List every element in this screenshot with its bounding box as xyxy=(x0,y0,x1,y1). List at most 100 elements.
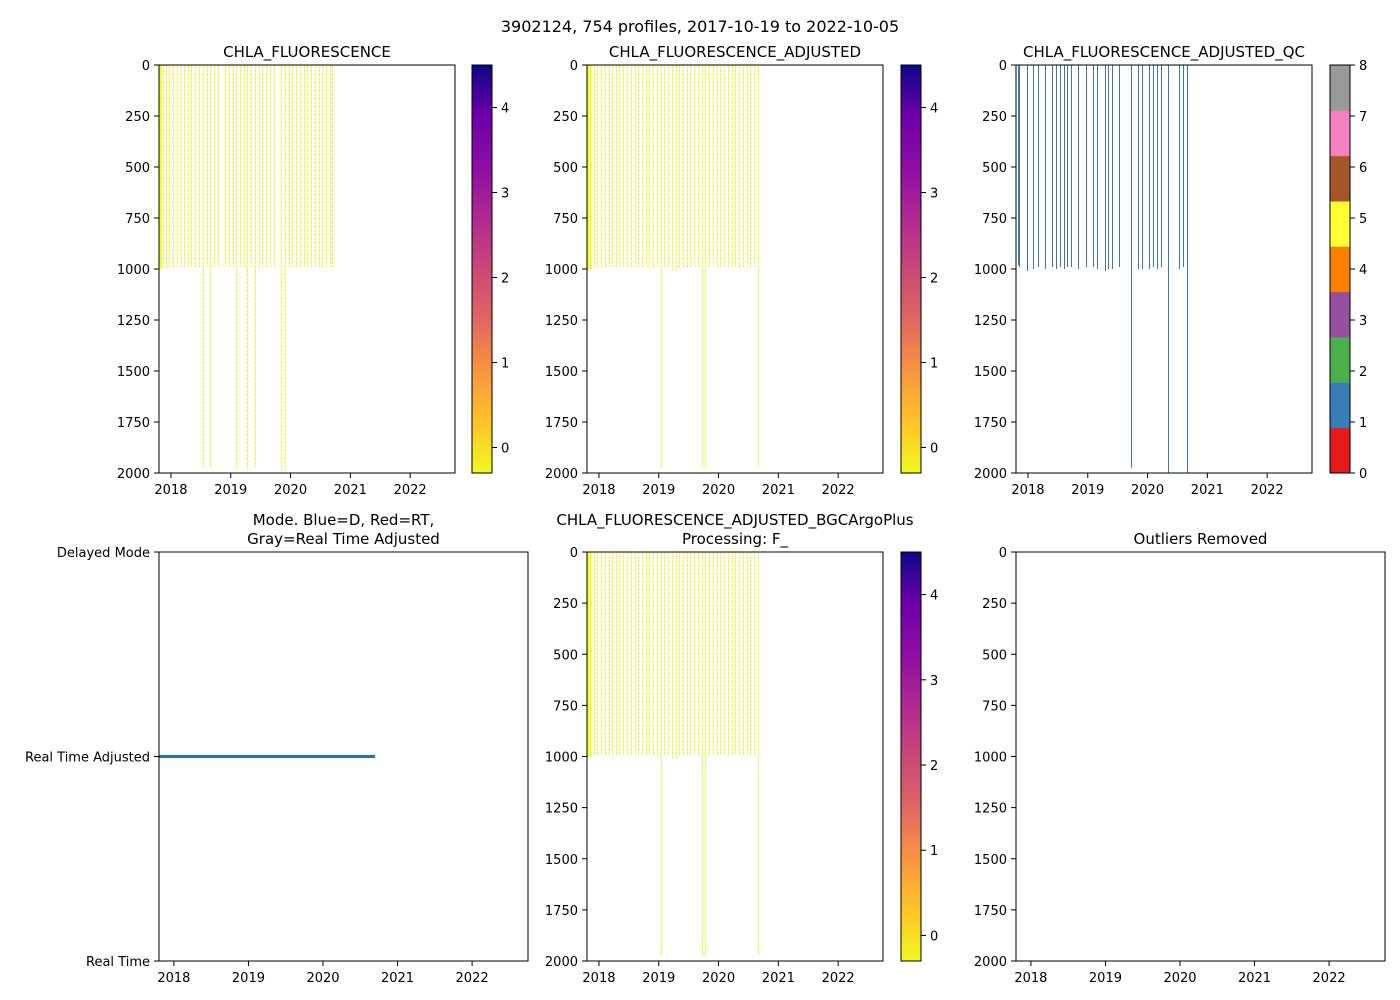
p4-ytick-label: Real Time xyxy=(86,955,150,970)
p5-data-band xyxy=(587,552,592,757)
p6-xtick-label: 2021 xyxy=(1238,971,1271,986)
p6-ytick-label: 1000 xyxy=(974,751,1007,766)
p3-xtick-label: 2019 xyxy=(1071,483,1104,498)
p3-ytick-label: 1250 xyxy=(974,314,1007,329)
p5-ytick-label: 0 xyxy=(570,546,578,561)
p2-title: CHLA_FLUORESCENCE_ADJUSTED xyxy=(609,43,861,62)
p1-xtick-label: 2018 xyxy=(154,483,187,498)
p3-ytick-label: 250 xyxy=(982,110,1007,125)
p4-ytick-label: Real Time Adjusted xyxy=(25,751,150,766)
p3-ytick-label: 500 xyxy=(982,161,1007,176)
p3-ytick-label: 1750 xyxy=(974,416,1007,431)
p5-colorbar-tick-label: 2 xyxy=(930,759,938,774)
p3-colorbar-segment xyxy=(1330,65,1350,111)
p3-colorbar-segment xyxy=(1330,246,1350,293)
p4-xtick-label: 2021 xyxy=(381,971,414,986)
p6-ytick-label: 250 xyxy=(982,597,1007,612)
p2-colorbar-gradient xyxy=(901,65,921,473)
p1-xtick-label: 2022 xyxy=(394,483,427,498)
p3-colorbar-tick-label: 4 xyxy=(1359,263,1367,278)
p2-colorbar-tick-label: 0 xyxy=(930,442,938,457)
p2-ytick-label: 1500 xyxy=(545,365,578,380)
p5-xtick-label: 2022 xyxy=(822,971,855,986)
figure-title: 3902124, 754 profiles, 2017-10-19 to 202… xyxy=(501,17,899,36)
p3-xtick-label: 2021 xyxy=(1191,483,1224,498)
p5-xtick-label: 2018 xyxy=(582,971,615,986)
p1-xtick-label: 2021 xyxy=(334,483,367,498)
p1-xtick-label: 2019 xyxy=(214,483,247,498)
p6-xtick-label: 2020 xyxy=(1163,971,1196,986)
p3-colorbar-tick-label: 5 xyxy=(1359,212,1367,227)
p6-plot-area xyxy=(1016,552,1385,961)
p3-colorbar-segment xyxy=(1330,110,1350,157)
p6-xtick-label: 2022 xyxy=(1313,971,1346,986)
p2-ytick-label: 1250 xyxy=(545,314,578,329)
p4-xtick-label: 2022 xyxy=(456,971,489,986)
p1-ytick-label: 1000 xyxy=(117,263,150,278)
p3-colorbar-tick-label: 0 xyxy=(1359,467,1367,482)
p1-data-band xyxy=(159,65,162,269)
p1-colorbar-tick-label: 2 xyxy=(501,272,509,287)
p5-ytick-label: 1500 xyxy=(545,853,578,868)
p1-ytick-label: 1750 xyxy=(117,416,150,431)
p1-colorbar-gradient xyxy=(472,65,492,473)
p4-ytick-label: Delayed Mode xyxy=(57,546,150,561)
p4-title-line-2: Gray=Real Time Adjusted xyxy=(247,530,440,548)
p4-xtick-label: 2018 xyxy=(157,971,190,986)
p2-colorbar-tick-label: 1 xyxy=(930,357,938,372)
p3-ytick-label: 750 xyxy=(982,212,1007,227)
p2-ytick-label: 2000 xyxy=(545,467,578,482)
p6-ytick-label: 2000 xyxy=(974,955,1007,970)
p4-xtick-label: 2020 xyxy=(306,971,339,986)
p1-colorbar-tick-label: 0 xyxy=(501,442,509,457)
p2-ytick-label: 250 xyxy=(553,110,578,125)
p6-ytick-label: 750 xyxy=(982,699,1007,714)
p2-xtick-label: 2019 xyxy=(642,483,675,498)
p5-title-line-1: CHLA_FLUORESCENCE_ADJUSTED_BGCArgoPlus xyxy=(556,511,913,530)
p5-colorbar-tick-label: 4 xyxy=(930,589,938,604)
p6-ytick-label: 1500 xyxy=(974,853,1007,868)
p2-colorbar-tick-label: 2 xyxy=(930,272,938,287)
p1-ytick-label: 1500 xyxy=(117,365,150,380)
p6-title: Outliers Removed xyxy=(1134,530,1268,548)
p2-ytick-label: 1000 xyxy=(545,263,578,278)
p2-xtick-label: 2021 xyxy=(762,483,795,498)
p3-ytick-label: 1000 xyxy=(974,263,1007,278)
p5-xtick-label: 2020 xyxy=(702,971,735,986)
p3-ytick-label: 1500 xyxy=(974,365,1007,380)
p3-xtick-label: 2022 xyxy=(1251,483,1284,498)
p6-ytick-label: 0 xyxy=(999,546,1007,561)
p3-colorbar-tick-label: 7 xyxy=(1359,110,1367,125)
p2-xtick-label: 2020 xyxy=(702,483,735,498)
p1-colorbar-tick-label: 4 xyxy=(501,102,509,117)
p1-ytick-label: 2000 xyxy=(117,467,150,482)
p1-ytick-label: 750 xyxy=(125,212,150,227)
p5-title-line-2: Processing: F_ xyxy=(682,530,789,549)
p5-colorbar-tick-label: 0 xyxy=(930,929,938,944)
p5-ytick-label: 1750 xyxy=(545,904,578,919)
p6-ytick-label: 500 xyxy=(982,648,1007,663)
p2-ytick-label: 500 xyxy=(553,161,578,176)
p4-title-line-1: Mode. Blue=D, Red=RT, xyxy=(253,511,435,529)
p1-ytick-label: 500 xyxy=(125,161,150,176)
p5-xtick-label: 2019 xyxy=(642,971,675,986)
p2-xtick-label: 2018 xyxy=(582,483,615,498)
p3-colorbar-segment xyxy=(1330,155,1350,202)
p2-colorbar-tick-label: 3 xyxy=(930,187,938,202)
p3-colorbar-segment xyxy=(1330,291,1350,338)
p5-xtick-label: 2021 xyxy=(762,971,795,986)
p5-ytick-label: 250 xyxy=(553,597,578,612)
p5-ytick-label: 1250 xyxy=(545,802,578,817)
p2-xtick-label: 2022 xyxy=(822,483,855,498)
p2-colorbar-tick-label: 4 xyxy=(930,102,938,117)
p3-colorbar-segment xyxy=(1330,427,1350,474)
p3-title: CHLA_FLUORESCENCE_ADJUSTED_QC xyxy=(1023,43,1305,62)
p3-colorbar-tick-label: 8 xyxy=(1359,59,1367,74)
p5-ytick-label: 2000 xyxy=(545,955,578,970)
p5-colorbar-frame xyxy=(900,551,922,962)
p6-ytick-label: 1250 xyxy=(974,802,1007,817)
p3-plot-area xyxy=(1016,65,1312,473)
p1-colorbar-tick-label: 3 xyxy=(501,187,509,202)
p4-xtick-label: 2019 xyxy=(232,971,265,986)
